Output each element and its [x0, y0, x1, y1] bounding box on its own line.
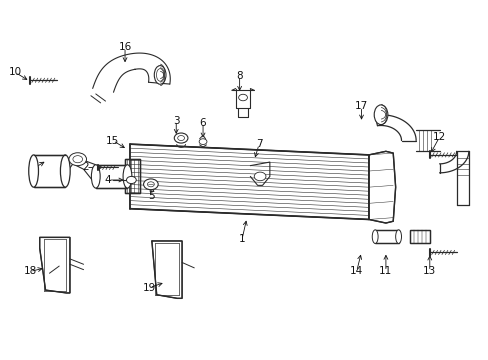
Text: 13: 13	[422, 266, 435, 276]
Text: 8: 8	[236, 71, 243, 81]
Circle shape	[69, 153, 86, 166]
Ellipse shape	[29, 155, 39, 187]
Polygon shape	[40, 237, 70, 293]
Polygon shape	[409, 230, 429, 243]
Text: 17: 17	[354, 102, 367, 112]
Text: 4: 4	[104, 175, 111, 185]
Text: 7: 7	[255, 139, 262, 149]
Ellipse shape	[123, 165, 132, 188]
Text: 9: 9	[29, 164, 36, 174]
Ellipse shape	[371, 230, 377, 243]
Circle shape	[147, 182, 154, 187]
Ellipse shape	[373, 105, 387, 125]
Text: 16: 16	[118, 42, 131, 52]
Text: 15: 15	[106, 136, 119, 145]
Polygon shape	[374, 230, 398, 243]
Polygon shape	[34, 155, 65, 187]
Polygon shape	[93, 53, 170, 92]
Text: 12: 12	[432, 132, 445, 142]
Ellipse shape	[154, 66, 165, 84]
Ellipse shape	[91, 165, 100, 188]
Polygon shape	[152, 241, 182, 298]
Polygon shape	[439, 151, 468, 173]
Circle shape	[254, 172, 265, 181]
Polygon shape	[374, 115, 415, 140]
Polygon shape	[130, 144, 368, 220]
Circle shape	[143, 179, 158, 190]
Text: 6: 6	[199, 118, 206, 128]
Circle shape	[177, 135, 184, 140]
Text: 10: 10	[9, 67, 22, 77]
Circle shape	[126, 176, 136, 184]
Text: 1: 1	[238, 234, 245, 244]
Text: 5: 5	[148, 191, 155, 201]
Circle shape	[174, 133, 187, 143]
Text: 11: 11	[379, 266, 392, 276]
Polygon shape	[368, 151, 395, 223]
Text: 19: 19	[142, 283, 156, 293]
Circle shape	[73, 156, 82, 163]
Ellipse shape	[156, 69, 163, 81]
Ellipse shape	[395, 230, 401, 243]
Text: 18: 18	[23, 266, 37, 276]
Text: 3: 3	[173, 116, 179, 126]
Text: 14: 14	[349, 266, 363, 276]
Ellipse shape	[61, 155, 70, 187]
Polygon shape	[125, 159, 140, 193]
Circle shape	[199, 139, 206, 144]
Polygon shape	[96, 165, 127, 188]
Circle shape	[238, 94, 247, 101]
Text: 2: 2	[82, 162, 89, 172]
